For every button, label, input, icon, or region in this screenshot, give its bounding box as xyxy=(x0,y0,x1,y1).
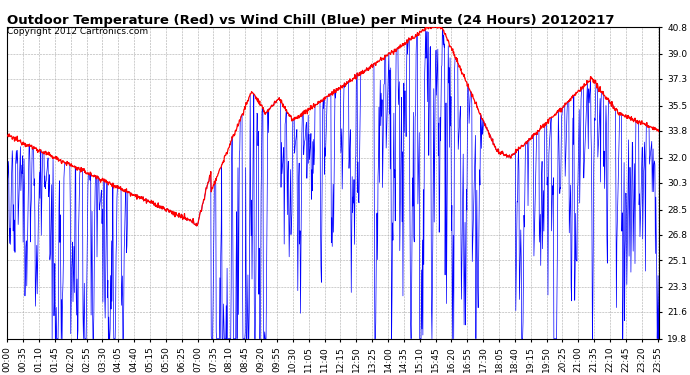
Text: Copyright 2012 Cartronics.com: Copyright 2012 Cartronics.com xyxy=(8,27,148,36)
Text: Outdoor Temperature (Red) vs Wind Chill (Blue) per Minute (24 Hours) 20120217: Outdoor Temperature (Red) vs Wind Chill … xyxy=(8,14,615,27)
